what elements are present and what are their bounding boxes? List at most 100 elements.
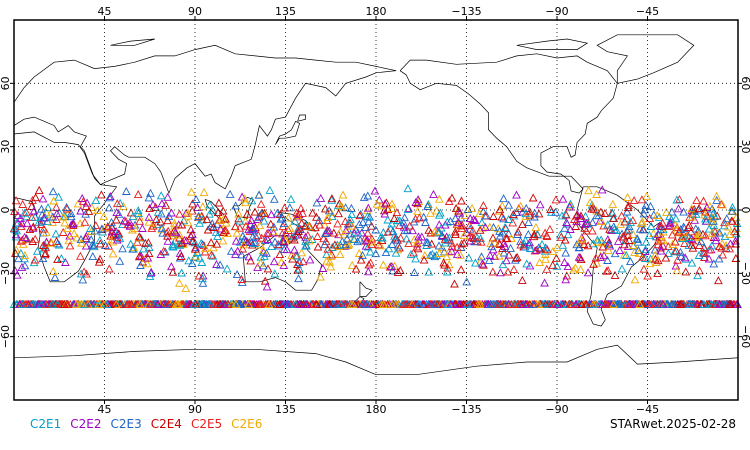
observation-marker — [323, 244, 333, 253]
observation-marker — [308, 208, 317, 217]
observation-marker — [434, 241, 444, 250]
observation-marker — [128, 225, 137, 234]
observation-marker — [638, 217, 647, 226]
observation-marker — [653, 256, 663, 265]
axis-ticks: 45 45 90 90 135 135 180 180 −135 −135 −90 −90 −45 −45… — [0, 5, 750, 416]
observation-marker — [730, 227, 739, 236]
observation-marker — [560, 235, 570, 244]
observation-marker — [405, 221, 415, 230]
observation-marker — [290, 245, 299, 254]
observation-marker — [152, 220, 162, 229]
observation-marker — [206, 222, 216, 231]
observation-marker — [593, 237, 603, 246]
observation-marker — [535, 244, 545, 253]
observation-marker — [494, 251, 504, 260]
observation-marker — [174, 239, 184, 248]
observation-marker — [206, 238, 216, 247]
observation-marker — [144, 217, 154, 226]
observation-marker — [244, 252, 254, 261]
observation-marker — [208, 300, 218, 309]
observation-marker — [715, 228, 724, 237]
observation-marker — [316, 272, 325, 281]
observation-marker — [176, 251, 186, 260]
observation-marker — [361, 236, 371, 245]
observation-marker — [37, 300, 46, 309]
observation-marker — [198, 274, 207, 283]
observation-marker — [423, 201, 432, 210]
observation-marker — [146, 300, 155, 309]
observation-marker — [156, 217, 165, 226]
observation-marker — [452, 219, 462, 228]
observation-marker — [301, 232, 310, 241]
observation-marker — [169, 226, 179, 235]
top-tick-label: −135 — [451, 5, 481, 18]
observation-marker — [469, 214, 478, 223]
observation-marker — [182, 236, 191, 245]
observation-marker — [270, 237, 280, 246]
coastline-1 — [13, 44, 397, 195]
observation-marker — [191, 252, 201, 261]
observation-marker — [465, 231, 475, 240]
observation-marker — [561, 275, 571, 284]
observation-marker — [27, 300, 36, 309]
observation-marker — [290, 216, 300, 225]
observation-marker — [50, 272, 60, 281]
observation-marker — [402, 300, 412, 309]
observation-marker — [632, 234, 642, 243]
observation-marker — [364, 217, 373, 226]
observation-marker — [635, 300, 645, 309]
observation-marker — [297, 218, 307, 227]
observation-marker — [419, 255, 429, 264]
observation-marker — [298, 257, 308, 266]
observation-marker — [658, 218, 667, 227]
observation-marker — [725, 244, 735, 253]
observation-marker — [328, 243, 337, 252]
observation-marker — [17, 262, 27, 271]
observation-marker — [499, 248, 509, 257]
observation-marker — [623, 242, 633, 251]
observation-marker — [542, 231, 552, 240]
observation-marker — [728, 216, 737, 225]
observation-marker — [363, 228, 373, 237]
left-tick-label: −60 — [0, 325, 12, 348]
observation-marker — [477, 252, 486, 261]
observation-marker — [687, 234, 696, 243]
observation-marker — [247, 215, 256, 224]
observation-marker — [102, 300, 112, 309]
observation-marker — [188, 237, 198, 246]
observation-marker — [572, 216, 581, 225]
observation-marker — [16, 248, 26, 257]
observation-marker — [676, 252, 686, 261]
observation-marker — [552, 253, 561, 262]
observation-marker — [724, 300, 734, 309]
observation-marker — [333, 219, 342, 228]
observation-marker — [329, 300, 339, 309]
observation-marker — [187, 187, 196, 196]
observation-marker — [422, 237, 431, 246]
observation-marker — [583, 241, 593, 250]
observation-marker — [596, 235, 606, 244]
observation-marker — [38, 254, 48, 263]
observation-marker — [241, 198, 250, 207]
observation-marker — [37, 216, 47, 225]
observation-marker — [498, 228, 508, 237]
observation-marker — [272, 208, 282, 217]
observation-marker — [367, 300, 377, 309]
observation-marker — [469, 233, 479, 242]
observation-marker — [509, 264, 519, 273]
observation-marker — [712, 195, 722, 204]
observation-marker — [390, 231, 399, 240]
observation-marker — [524, 240, 534, 249]
observation-marker — [545, 300, 555, 309]
observation-marker — [242, 209, 252, 218]
observation-marker — [477, 218, 487, 227]
observation-marker — [278, 221, 288, 230]
observation-marker — [413, 199, 422, 208]
observation-marker — [674, 204, 683, 213]
observation-marker — [701, 214, 710, 223]
observation-marker — [105, 193, 114, 202]
observation-marker — [572, 211, 582, 220]
observation-marker — [161, 200, 171, 209]
observation-marker — [709, 208, 718, 217]
observation-marker — [716, 199, 726, 208]
